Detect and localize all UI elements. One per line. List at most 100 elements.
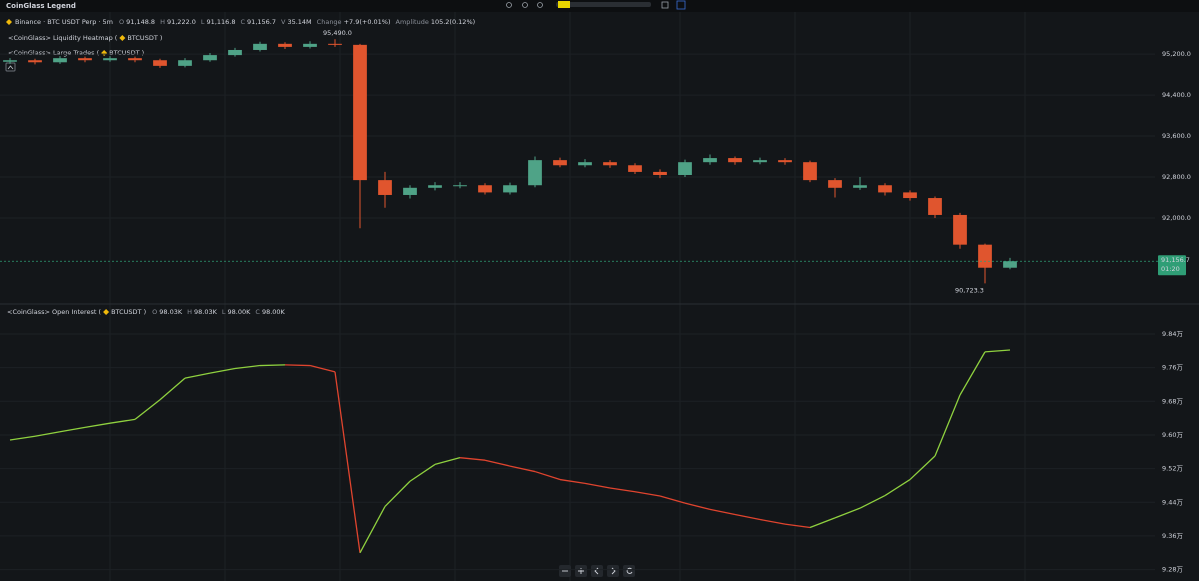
reset-button[interactable] — [623, 565, 635, 577]
y-tick-label: 9.68万 — [1162, 397, 1183, 405]
toolbar[interactable] — [506, 0, 686, 10]
field-label: Change — [317, 18, 342, 26]
line-segment — [9, 435, 36, 441]
candle-body — [528, 160, 542, 186]
range-slider[interactable] — [556, 2, 651, 7]
field-label: L — [222, 308, 226, 316]
fullscreen-icon[interactable] — [676, 0, 686, 10]
line-segment — [59, 426, 86, 433]
line-segment — [584, 482, 611, 489]
line-segment — [359, 506, 386, 554]
candle-body — [903, 192, 917, 199]
line-segment — [509, 465, 536, 473]
line-segment — [334, 371, 361, 553]
candle-body — [978, 244, 992, 268]
line-segment — [834, 507, 861, 519]
candle-body — [53, 58, 67, 63]
line-segment — [159, 377, 186, 401]
y-tick-label: 94,400.0 — [1162, 91, 1191, 99]
search-icon[interactable] — [537, 2, 543, 8]
line-segment — [659, 495, 686, 504]
line-segment — [859, 494, 886, 509]
indicator-symbol: BTCUSDT ) — [127, 34, 162, 42]
field-value: 98.00K — [228, 308, 252, 316]
candle-body — [553, 160, 567, 166]
candle-body — [153, 60, 167, 66]
vertical-grid — [109, 12, 1026, 581]
candle-body — [803, 162, 817, 181]
candle-body — [228, 49, 242, 56]
candle-body — [503, 185, 517, 193]
candle-body — [1003, 261, 1017, 268]
field-value: 91,222.0 — [167, 18, 196, 26]
line-segment — [34, 431, 61, 437]
line-segment — [734, 513, 761, 521]
line-segment — [309, 364, 336, 373]
zoom-icon[interactable] — [522, 2, 528, 8]
y-tick-label: 9.84万 — [1162, 330, 1183, 338]
candle-body — [753, 160, 767, 163]
scroll-right-button[interactable] — [607, 565, 619, 577]
line-segment — [934, 394, 961, 457]
candle-body — [928, 198, 942, 215]
candle-body — [128, 58, 142, 61]
candle-body — [403, 187, 417, 195]
candle-body — [328, 43, 342, 45]
candle-body — [878, 185, 892, 193]
line-segment — [134, 399, 161, 420]
candle-body — [253, 43, 267, 50]
scroll-left-button[interactable] — [591, 565, 603, 577]
candle-body — [453, 185, 467, 187]
high-annotation: 95,490.0 — [323, 29, 352, 37]
field-label: O — [152, 308, 157, 316]
line-segment — [609, 487, 636, 493]
y-tick-label: 93,600.0 — [1162, 132, 1191, 140]
candle-body — [628, 165, 642, 172]
range-handle[interactable] — [558, 1, 570, 8]
y-tick-label: 92,800.0 — [1162, 173, 1191, 181]
candle-body — [953, 214, 967, 245]
line-segment — [459, 457, 486, 461]
candle-body — [378, 180, 392, 195]
settings-icon[interactable] — [661, 1, 669, 9]
symbol: Binance · BTC USDT Perp · 5m — [15, 18, 113, 26]
field-label: H — [187, 308, 192, 316]
candle-body — [603, 162, 617, 166]
candle-body — [78, 58, 92, 61]
line-segment — [909, 455, 936, 481]
line-segment — [259, 364, 286, 367]
line-segment — [809, 517, 836, 529]
line-segment — [784, 523, 811, 529]
indicator-name: <CoinGlass> Liquidity Heatmap ( — [8, 34, 118, 42]
line-segment — [984, 349, 1011, 353]
exchange-icon — [6, 19, 12, 25]
app-title: CoinGlass Legend — [6, 2, 76, 10]
line-segment — [434, 457, 461, 466]
line-segment — [634, 491, 661, 497]
indicator-name: <CoinGlass> Large Trades ( — [8, 49, 100, 57]
candle-body — [478, 185, 492, 193]
candle-body — [778, 160, 792, 163]
field-value: 91,148.8 — [126, 18, 155, 26]
candle-body — [828, 180, 842, 188]
y-tick-label: 9.60万 — [1162, 431, 1183, 439]
field-value: 98.00K — [262, 308, 286, 316]
field-value: 91,116.8 — [207, 18, 236, 26]
candle-body — [703, 158, 717, 163]
line-segment — [234, 364, 261, 370]
field-value: 35.14M — [287, 18, 311, 26]
field-value: 91,156.7 — [247, 18, 276, 26]
crosshair-icon[interactable] — [506, 2, 512, 8]
last-price-box — [1158, 255, 1186, 276]
bottom-controls[interactable] — [559, 565, 635, 577]
candle-body — [3, 60, 17, 62]
line-segment — [684, 502, 711, 511]
field-label: Amplitude — [396, 18, 429, 26]
line-segment — [284, 364, 311, 367]
y-tick-label: 9.76万 — [1162, 364, 1183, 372]
candle-body — [103, 58, 117, 61]
candle-body — [428, 185, 442, 188]
field-label: H — [160, 18, 165, 26]
line-segment — [709, 508, 736, 516]
